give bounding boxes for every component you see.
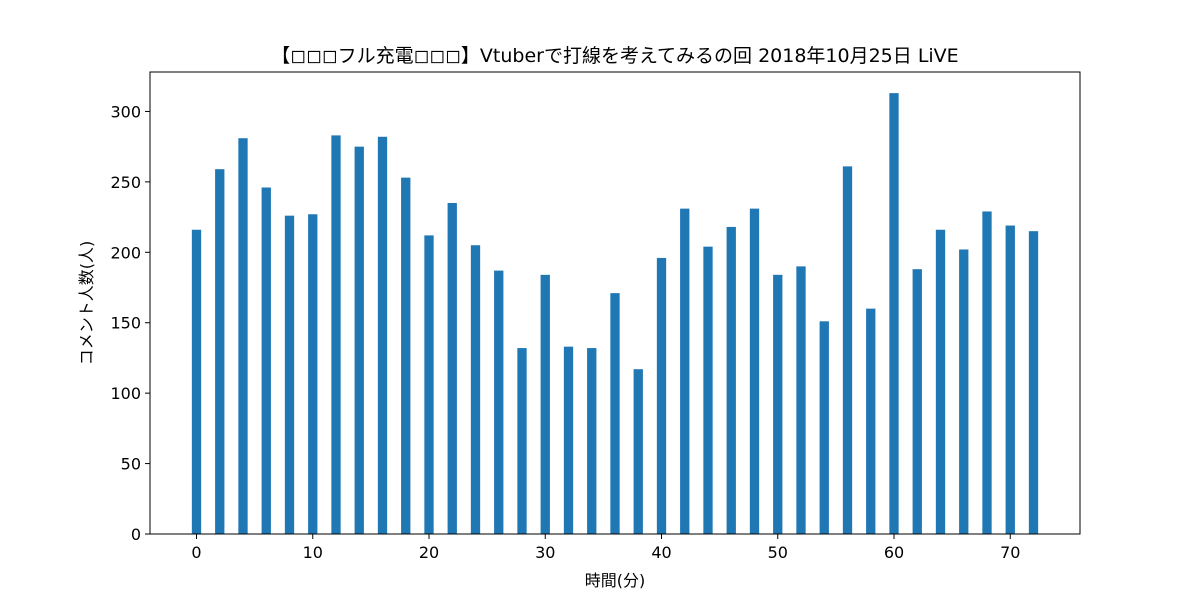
bar — [610, 293, 620, 534]
y-axis: 0 50 100 150 200 250 300 — [110, 102, 150, 544]
y-tick-label: 300 — [110, 102, 141, 121]
bar — [470, 245, 481, 534]
bar — [633, 369, 643, 534]
bar — [261, 187, 271, 534]
y-tick-label: 200 — [110, 243, 141, 262]
y-tick-label: 150 — [110, 314, 141, 333]
bar — [1005, 225, 1015, 534]
x-tick-label: 10 — [303, 543, 323, 562]
x-tick-label: 40 — [651, 543, 671, 562]
bar — [726, 226, 736, 534]
bar — [912, 269, 922, 534]
bars-group — [191, 93, 1039, 535]
bar — [796, 266, 806, 534]
x-axis: 0 10 20 30 40 50 60 70 — [191, 534, 1020, 562]
x-tick-label: 0 — [191, 543, 201, 562]
bar — [238, 138, 248, 534]
bar — [1028, 231, 1039, 535]
bar — [354, 146, 364, 534]
y-tick-label: 50 — [121, 455, 141, 474]
bar — [819, 321, 829, 534]
bar — [842, 166, 853, 534]
bar — [191, 229, 202, 534]
bar — [331, 135, 341, 534]
bar — [401, 177, 411, 534]
bar — [866, 308, 876, 534]
plot-frame — [149, 71, 1081, 535]
bar — [447, 202, 457, 534]
bar — [215, 169, 225, 534]
bar — [680, 208, 690, 534]
bar — [587, 348, 597, 534]
y-axis-title: コメント人数(人) — [77, 241, 96, 366]
bar — [703, 246, 713, 534]
bar — [284, 215, 295, 535]
bar — [377, 136, 388, 535]
chart-title: 【◻◻◻フル充電◻◻◻】Vtuberで打線を考えてみるの回 2018年10月25… — [271, 45, 958, 67]
bar — [959, 249, 969, 534]
bar — [889, 93, 899, 534]
bar — [773, 274, 783, 534]
x-tick-label: 20 — [419, 543, 439, 562]
y-tick-label: 250 — [110, 173, 141, 192]
y-tick-label: 0 — [131, 525, 141, 544]
bar — [935, 229, 946, 534]
bar — [656, 257, 667, 534]
x-axis-title: 時間(分) — [585, 571, 646, 590]
bar — [424, 235, 434, 534]
bar — [540, 274, 550, 534]
x-tick-label: 70 — [1000, 543, 1020, 562]
x-tick-label: 30 — [535, 543, 555, 562]
bar — [494, 270, 504, 534]
bar — [749, 208, 760, 534]
bar — [982, 211, 992, 534]
x-tick-label: 60 — [884, 543, 904, 562]
bar — [517, 348, 527, 534]
x-tick-label: 50 — [768, 543, 788, 562]
y-tick-label: 100 — [110, 384, 141, 403]
bar — [563, 346, 574, 534]
bar — [308, 214, 318, 534]
